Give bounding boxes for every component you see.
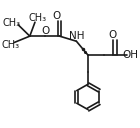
- Text: O: O: [53, 11, 61, 21]
- Text: CH₃: CH₃: [1, 40, 19, 50]
- Text: O: O: [41, 26, 49, 36]
- Text: CH₃: CH₃: [28, 13, 47, 23]
- Text: NH: NH: [69, 31, 84, 41]
- Text: CH₃: CH₃: [3, 18, 21, 29]
- Text: O: O: [108, 30, 117, 40]
- Text: OH: OH: [122, 50, 138, 60]
